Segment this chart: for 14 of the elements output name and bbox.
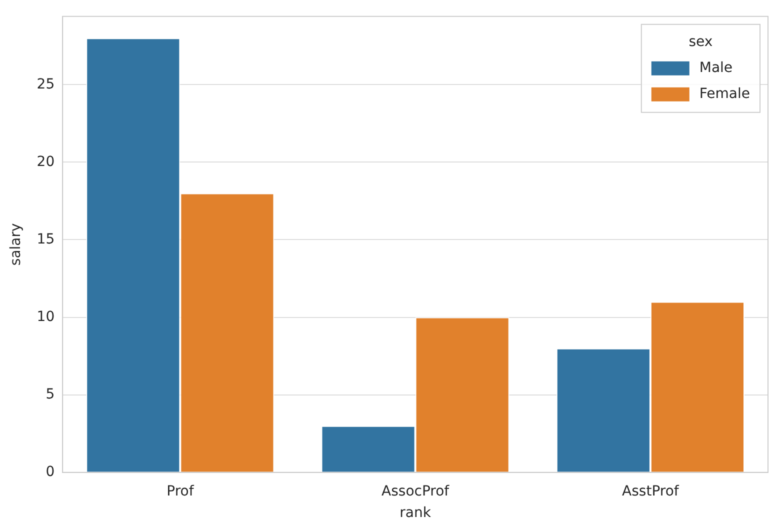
y-tick-label: 5 <box>46 386 55 402</box>
y-tick-label: 20 <box>36 154 55 170</box>
legend-title: sex <box>688 34 713 50</box>
y-tick-label: 10 <box>36 308 55 325</box>
legend-label: Male <box>699 60 733 76</box>
x-tick-label: Prof <box>166 483 195 500</box>
legend-label: Female <box>699 86 750 102</box>
y-axis-title: salary <box>8 223 24 266</box>
y-tick-label: 25 <box>36 76 55 92</box>
y-tick-label: 0 <box>46 464 55 480</box>
x-axis-title: rank <box>400 505 432 522</box>
x-tick-label: AssocProf <box>382 483 450 500</box>
x-tick-label: AsstProf <box>622 483 680 500</box>
y-tick-label: 15 <box>36 231 55 248</box>
